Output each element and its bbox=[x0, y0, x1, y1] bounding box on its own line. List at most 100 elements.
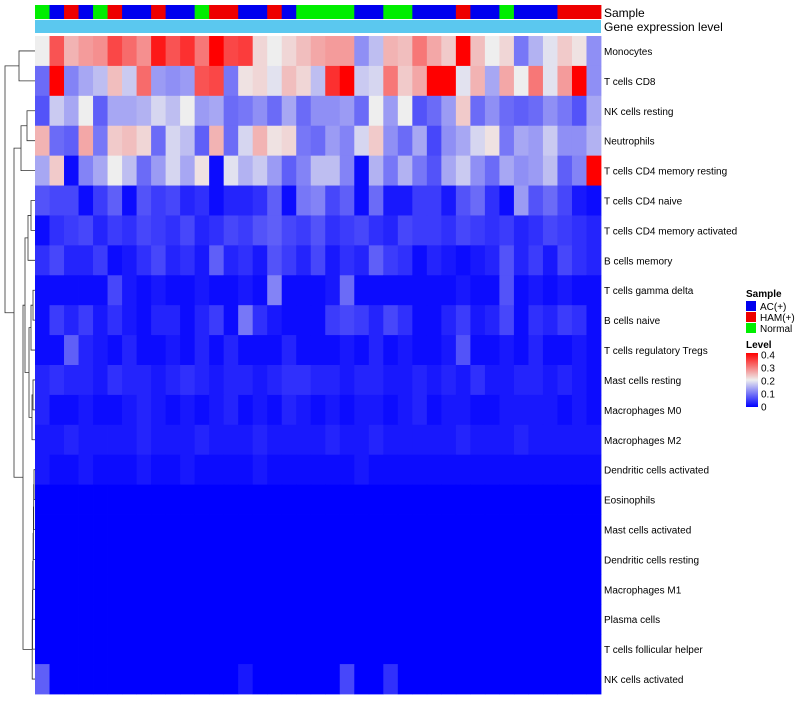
heatmap-cell bbox=[107, 634, 123, 665]
heatmap-cell bbox=[397, 245, 413, 276]
heatmap-cell bbox=[64, 574, 79, 605]
heatmap-cell bbox=[78, 634, 94, 665]
heatmap-cell bbox=[93, 155, 108, 186]
heatmap-cell bbox=[180, 424, 196, 456]
heatmap-cell bbox=[64, 634, 79, 665]
heatmap-cell bbox=[484, 365, 500, 396]
heatmap-cell bbox=[49, 125, 65, 157]
heatmap-cell bbox=[513, 65, 529, 97]
heatmap-cell bbox=[455, 275, 471, 306]
sample-annotation-cell bbox=[267, 5, 283, 19]
heatmap-cell bbox=[354, 544, 370, 575]
heatmap-cell bbox=[296, 544, 312, 575]
heatmap-cell bbox=[397, 394, 413, 426]
heatmap-cell bbox=[354, 424, 370, 456]
heatmap-cell bbox=[296, 664, 312, 695]
heatmap-cell bbox=[557, 155, 573, 186]
heatmap-cell bbox=[281, 394, 297, 426]
heatmap-cell bbox=[455, 305, 471, 336]
heatmap-cell bbox=[267, 95, 283, 127]
heatmap-cell bbox=[252, 454, 268, 486]
heatmap-cell bbox=[78, 185, 94, 216]
heatmap-cell bbox=[194, 65, 210, 97]
heatmap-cell bbox=[470, 335, 486, 366]
heatmap-cell bbox=[426, 514, 442, 545]
heatmap-cell bbox=[209, 604, 225, 635]
heatmap-cell bbox=[325, 155, 341, 186]
heatmap-cell bbox=[412, 335, 428, 366]
dendrogram-branch bbox=[33, 506, 35, 560]
heatmap-cell bbox=[122, 155, 137, 186]
heatmap-cell bbox=[165, 275, 181, 306]
heatmap-cell bbox=[310, 394, 326, 426]
heatmap-cell bbox=[64, 335, 79, 366]
heatmap-cell bbox=[470, 215, 486, 246]
heatmap-cell bbox=[64, 454, 79, 486]
heatmap-cell bbox=[194, 215, 210, 246]
heatmap-cell bbox=[194, 574, 210, 605]
heatmap-cell bbox=[441, 155, 457, 186]
heatmap-cell bbox=[455, 394, 471, 426]
heatmap-cell bbox=[136, 634, 152, 665]
heatmap-cell bbox=[542, 215, 558, 246]
heatmap-cell bbox=[470, 394, 486, 426]
heatmap-cell bbox=[455, 185, 471, 216]
heatmap-cell bbox=[93, 365, 108, 396]
heatmap-cell bbox=[64, 305, 79, 336]
heatmap-cell bbox=[194, 484, 210, 515]
heatmap-cell bbox=[484, 155, 500, 186]
heatmap-cell bbox=[571, 454, 587, 486]
heatmap-cell bbox=[165, 155, 181, 186]
heatmap-cell bbox=[325, 514, 341, 545]
sample-annotation-cell bbox=[49, 5, 65, 19]
heatmap-cell bbox=[122, 574, 137, 605]
heatmap-cell bbox=[107, 454, 123, 486]
heatmap-cell bbox=[194, 664, 210, 695]
heatmap-cell bbox=[441, 484, 457, 515]
heatmap-cell bbox=[252, 125, 268, 157]
heatmap-cell bbox=[557, 125, 573, 157]
heatmap-cell bbox=[354, 335, 370, 366]
heatmap-cell bbox=[586, 484, 602, 515]
heatmap-cell bbox=[180, 514, 196, 545]
heatmap-cell bbox=[383, 484, 399, 515]
heatmap-cell bbox=[238, 95, 254, 127]
heatmap-cell bbox=[64, 95, 79, 127]
heatmap-cell bbox=[223, 125, 239, 157]
heatmap-cell bbox=[223, 365, 239, 396]
heatmap-cell bbox=[136, 514, 152, 545]
heatmap-cell bbox=[209, 634, 225, 665]
heatmap-cell bbox=[267, 125, 283, 157]
heatmap-cell bbox=[542, 514, 558, 545]
heatmap-cell bbox=[383, 245, 399, 276]
heatmap-cell bbox=[484, 275, 500, 306]
heatmap-cell bbox=[122, 544, 137, 575]
heatmap-cell bbox=[209, 95, 225, 127]
heatmap-cell bbox=[35, 65, 50, 97]
heatmap-cell bbox=[180, 275, 196, 306]
heatmap-cell bbox=[499, 185, 515, 216]
heatmap-cell bbox=[426, 604, 442, 635]
heatmap-cell bbox=[136, 65, 152, 97]
heatmap-cell bbox=[383, 424, 399, 456]
heatmap-cell bbox=[542, 36, 558, 67]
heatmap-cell bbox=[426, 65, 442, 97]
dendrogram-branch bbox=[28, 327, 32, 418]
heatmap-cell bbox=[470, 544, 486, 575]
heatmap-cell bbox=[397, 514, 413, 545]
sample-annotation-cell bbox=[281, 5, 297, 19]
heatmap-cell bbox=[383, 454, 399, 486]
heatmap-cell bbox=[484, 484, 500, 515]
heatmap-cell bbox=[267, 305, 283, 336]
heatmap-cell bbox=[412, 65, 428, 97]
heatmap-cell bbox=[78, 335, 94, 366]
heatmap-cell bbox=[455, 36, 471, 67]
heatmap-cell bbox=[542, 604, 558, 635]
heatmap-cell bbox=[122, 365, 137, 396]
row-label: Dendritic cells activated bbox=[604, 466, 709, 477]
heatmap-cell bbox=[223, 634, 239, 665]
heatmap-cell bbox=[35, 125, 50, 157]
heatmap-cell bbox=[93, 454, 108, 486]
heatmap-cell bbox=[267, 245, 283, 276]
